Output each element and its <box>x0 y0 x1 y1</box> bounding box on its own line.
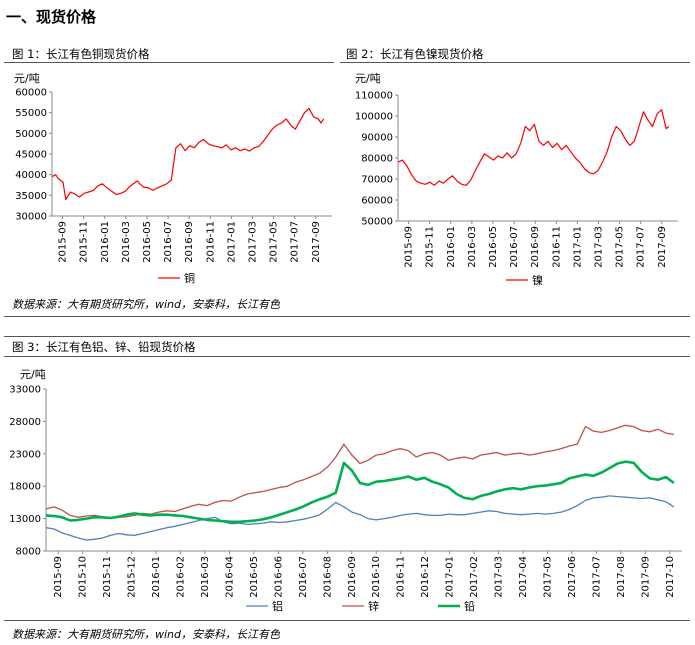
chart-1-x-tick-label: 2015-11 <box>79 221 90 263</box>
section-title: 一、现货价格 <box>6 8 97 26</box>
chart-2-y-tick-label: 70000 <box>361 175 393 186</box>
chart-2-x-tick-label: 2016-09 <box>530 226 541 268</box>
chart-1-x-tick-label: 2017-03 <box>248 221 259 263</box>
chart-1-series-line-0 <box>51 107 325 201</box>
chart-3-x-tick-label: 2015-09 <box>53 556 64 598</box>
chart-1-y-tick-label: 45000 <box>15 150 47 161</box>
chart-1-x-tick-label: 2017-09 <box>311 221 322 263</box>
chart-3-x-tick-label: 2017-10 <box>665 556 676 598</box>
source-1-rule <box>4 316 690 317</box>
chart-3-x-tick-label: 2017-08 <box>616 556 627 598</box>
chart-1-y-tick-label: 40000 <box>15 170 47 181</box>
chart-3-x-tick-label: 2015-10 <box>78 556 89 598</box>
chart-2-x-tick-label: 2015-11 <box>425 226 436 268</box>
chart-3-x-tick-label: 2015-11 <box>102 556 113 598</box>
chart-3-y-tick-label: 28000 <box>9 417 41 428</box>
figure-1-title-rule <box>4 62 334 63</box>
chart-1-y-tick-label: 55000 <box>15 108 47 119</box>
chart-2-y-tick-label: 110000 <box>355 91 393 102</box>
chart-2-x-tick-label: 2017-05 <box>615 226 626 268</box>
chart-3-x-tick-label: 2016-12 <box>420 556 431 598</box>
chart-3-x-tick-label: 2016-04 <box>224 556 235 598</box>
chart-1-x-tick-label: 2016-03 <box>121 221 132 263</box>
chart-2-x-tick-label: 2016-01 <box>446 226 457 268</box>
chart-3-x-tick-label: 2017-01 <box>445 556 456 598</box>
chart-2-y-tick-label: 50000 <box>361 217 393 228</box>
chart-2-x-tick-label: 2016-11 <box>551 226 562 268</box>
chart-3-x-tick-label: 2016-05 <box>249 556 260 598</box>
chart-1-y-tick-label: 50000 <box>15 129 47 140</box>
chart-2-y-tick-label: 100000 <box>355 112 393 123</box>
chart-3-x-tick-label: 2016-01 <box>151 556 162 598</box>
data-source-note-2: 数据来源：大有期货研究所，wind，安泰科，长江有色 <box>12 628 281 641</box>
chart-3-series-line-2 <box>45 460 675 524</box>
chart-3-x-tick-label: 2017-09 <box>640 556 651 598</box>
chart-2-y-tick-label: 90000 <box>361 133 393 144</box>
chart-2-x-tick-label: 2017-03 <box>594 226 605 268</box>
chart-2-x-tick-label: 2017-07 <box>636 226 647 268</box>
chart-3-legend-label-2: 铅 <box>464 599 475 613</box>
chart-3-series-line-0 <box>45 495 675 541</box>
chart-3-y-axis-label: 元/吨 <box>20 368 46 381</box>
chart-3-y-tick-label: 8000 <box>16 547 41 558</box>
figure-1-title: 图 1：长江有色铜现货价格 <box>12 47 150 61</box>
chart-3-x-tick-label: 2017-04 <box>518 556 529 598</box>
chart-2-x-tick-label: 2017-09 <box>657 226 668 268</box>
chart-3-y-tick-label: 18000 <box>9 482 41 493</box>
chart-2-y-axis-label: 元/吨 <box>355 72 381 85</box>
chart-3-x-tick-label: 2017-06 <box>567 556 578 598</box>
nickel-price-chart: 元/吨 110000 100000 90000 80000 70000 60000 50000… <box>355 72 678 287</box>
chart-1-x-tick-label: 2016-07 <box>163 221 174 263</box>
figure-2-title-rule <box>340 62 690 63</box>
chart-2-x-tick-label: 2017-01 <box>572 226 583 268</box>
chart-3-legend-label-0: 铝 <box>272 599 283 613</box>
figure-3-title-rule <box>4 356 690 357</box>
chart-1-x-tick-label: 2016-09 <box>184 221 195 263</box>
chart-1-y-tick-label: 30000 <box>15 212 47 223</box>
chart-1-y-tick-label: 35000 <box>15 191 47 202</box>
chart-3-x-tick-label: 2016-07 <box>298 556 309 598</box>
source-2-rule <box>4 620 690 621</box>
data-source-note-1: 数据来源：大有期货研究所，wind，安泰科，长江有色 <box>12 298 281 311</box>
chart-2-y-tick-label: 80000 <box>361 154 393 165</box>
figure-3-top-rule <box>4 336 690 337</box>
chart-3-x-tick-label: 2016-10 <box>371 556 382 598</box>
copper-price-chart: 元/吨 60000 55000 50000 45000 40000 35000 30000 20… <box>14 72 332 285</box>
chart-3-x-tick-label: 2015-12 <box>127 556 138 598</box>
chart-1-x-tick-label: 2016-11 <box>205 221 216 263</box>
chart-3-x-tick-label: 2017-05 <box>542 556 553 598</box>
chart-2-x-tick-label: 2016-05 <box>488 226 499 268</box>
chart-3-y-tick-label: 23000 <box>9 449 41 460</box>
chart-3-x-tick-label: 2016-08 <box>322 556 333 598</box>
chart-2-series-line-0 <box>397 109 670 186</box>
figure-3-title: 图 3：长江有色铝、锌、铅现货价格 <box>12 340 196 354</box>
chart-2-legend-label-0: 镍 <box>532 273 543 287</box>
chart-1-x-tick-label: 2017-01 <box>226 221 237 263</box>
chart-3-y-tick-label: 33000 <box>9 385 41 396</box>
chart-3-x-tick-label: 2016-06 <box>273 556 284 598</box>
chart-3-x-tick-label: 2016-09 <box>347 556 358 598</box>
chart-2-x-tick-label: 2016-07 <box>509 226 520 268</box>
chart-1-x-tick-label: 2017-07 <box>290 221 301 263</box>
chart-1-x-tick-label: 2017-05 <box>269 221 280 263</box>
chart-2-y-tick-label: 60000 <box>361 196 393 207</box>
chart-1-x-tick-label: 2016-05 <box>142 221 153 263</box>
chart-2-x-tick-label: 2015-09 <box>404 226 415 268</box>
chart-3-y-tick-label: 13000 <box>9 514 41 525</box>
chart-3-x-tick-label: 2016-03 <box>200 556 211 598</box>
chart-3-x-tick-label: 2017-02 <box>469 556 480 598</box>
chart-2-x-tick-label: 2016-03 <box>467 226 478 268</box>
chart-3-legend-label-1: 锌 <box>368 599 379 613</box>
chart-3-x-tick-label: 2016-11 <box>396 556 407 598</box>
chart-1-legend-label-0: 铜 <box>184 271 195 285</box>
chart-3-x-tick-label: 2016-02 <box>176 556 187 598</box>
chart-3-x-tick-label: 2017-03 <box>494 556 505 598</box>
figure-2-title: 图 2：长江有色镍现货价格 <box>346 47 484 61</box>
chart-1-y-tick-label: 60000 <box>15 88 47 99</box>
chart-1-y-axis-label: 元/吨 <box>14 72 40 85</box>
chart-3-x-tick-label: 2017-07 <box>591 556 602 598</box>
chart-1-x-tick-label: 2015-09 <box>58 221 69 263</box>
chart-1-x-tick-label: 2016-01 <box>100 221 111 263</box>
